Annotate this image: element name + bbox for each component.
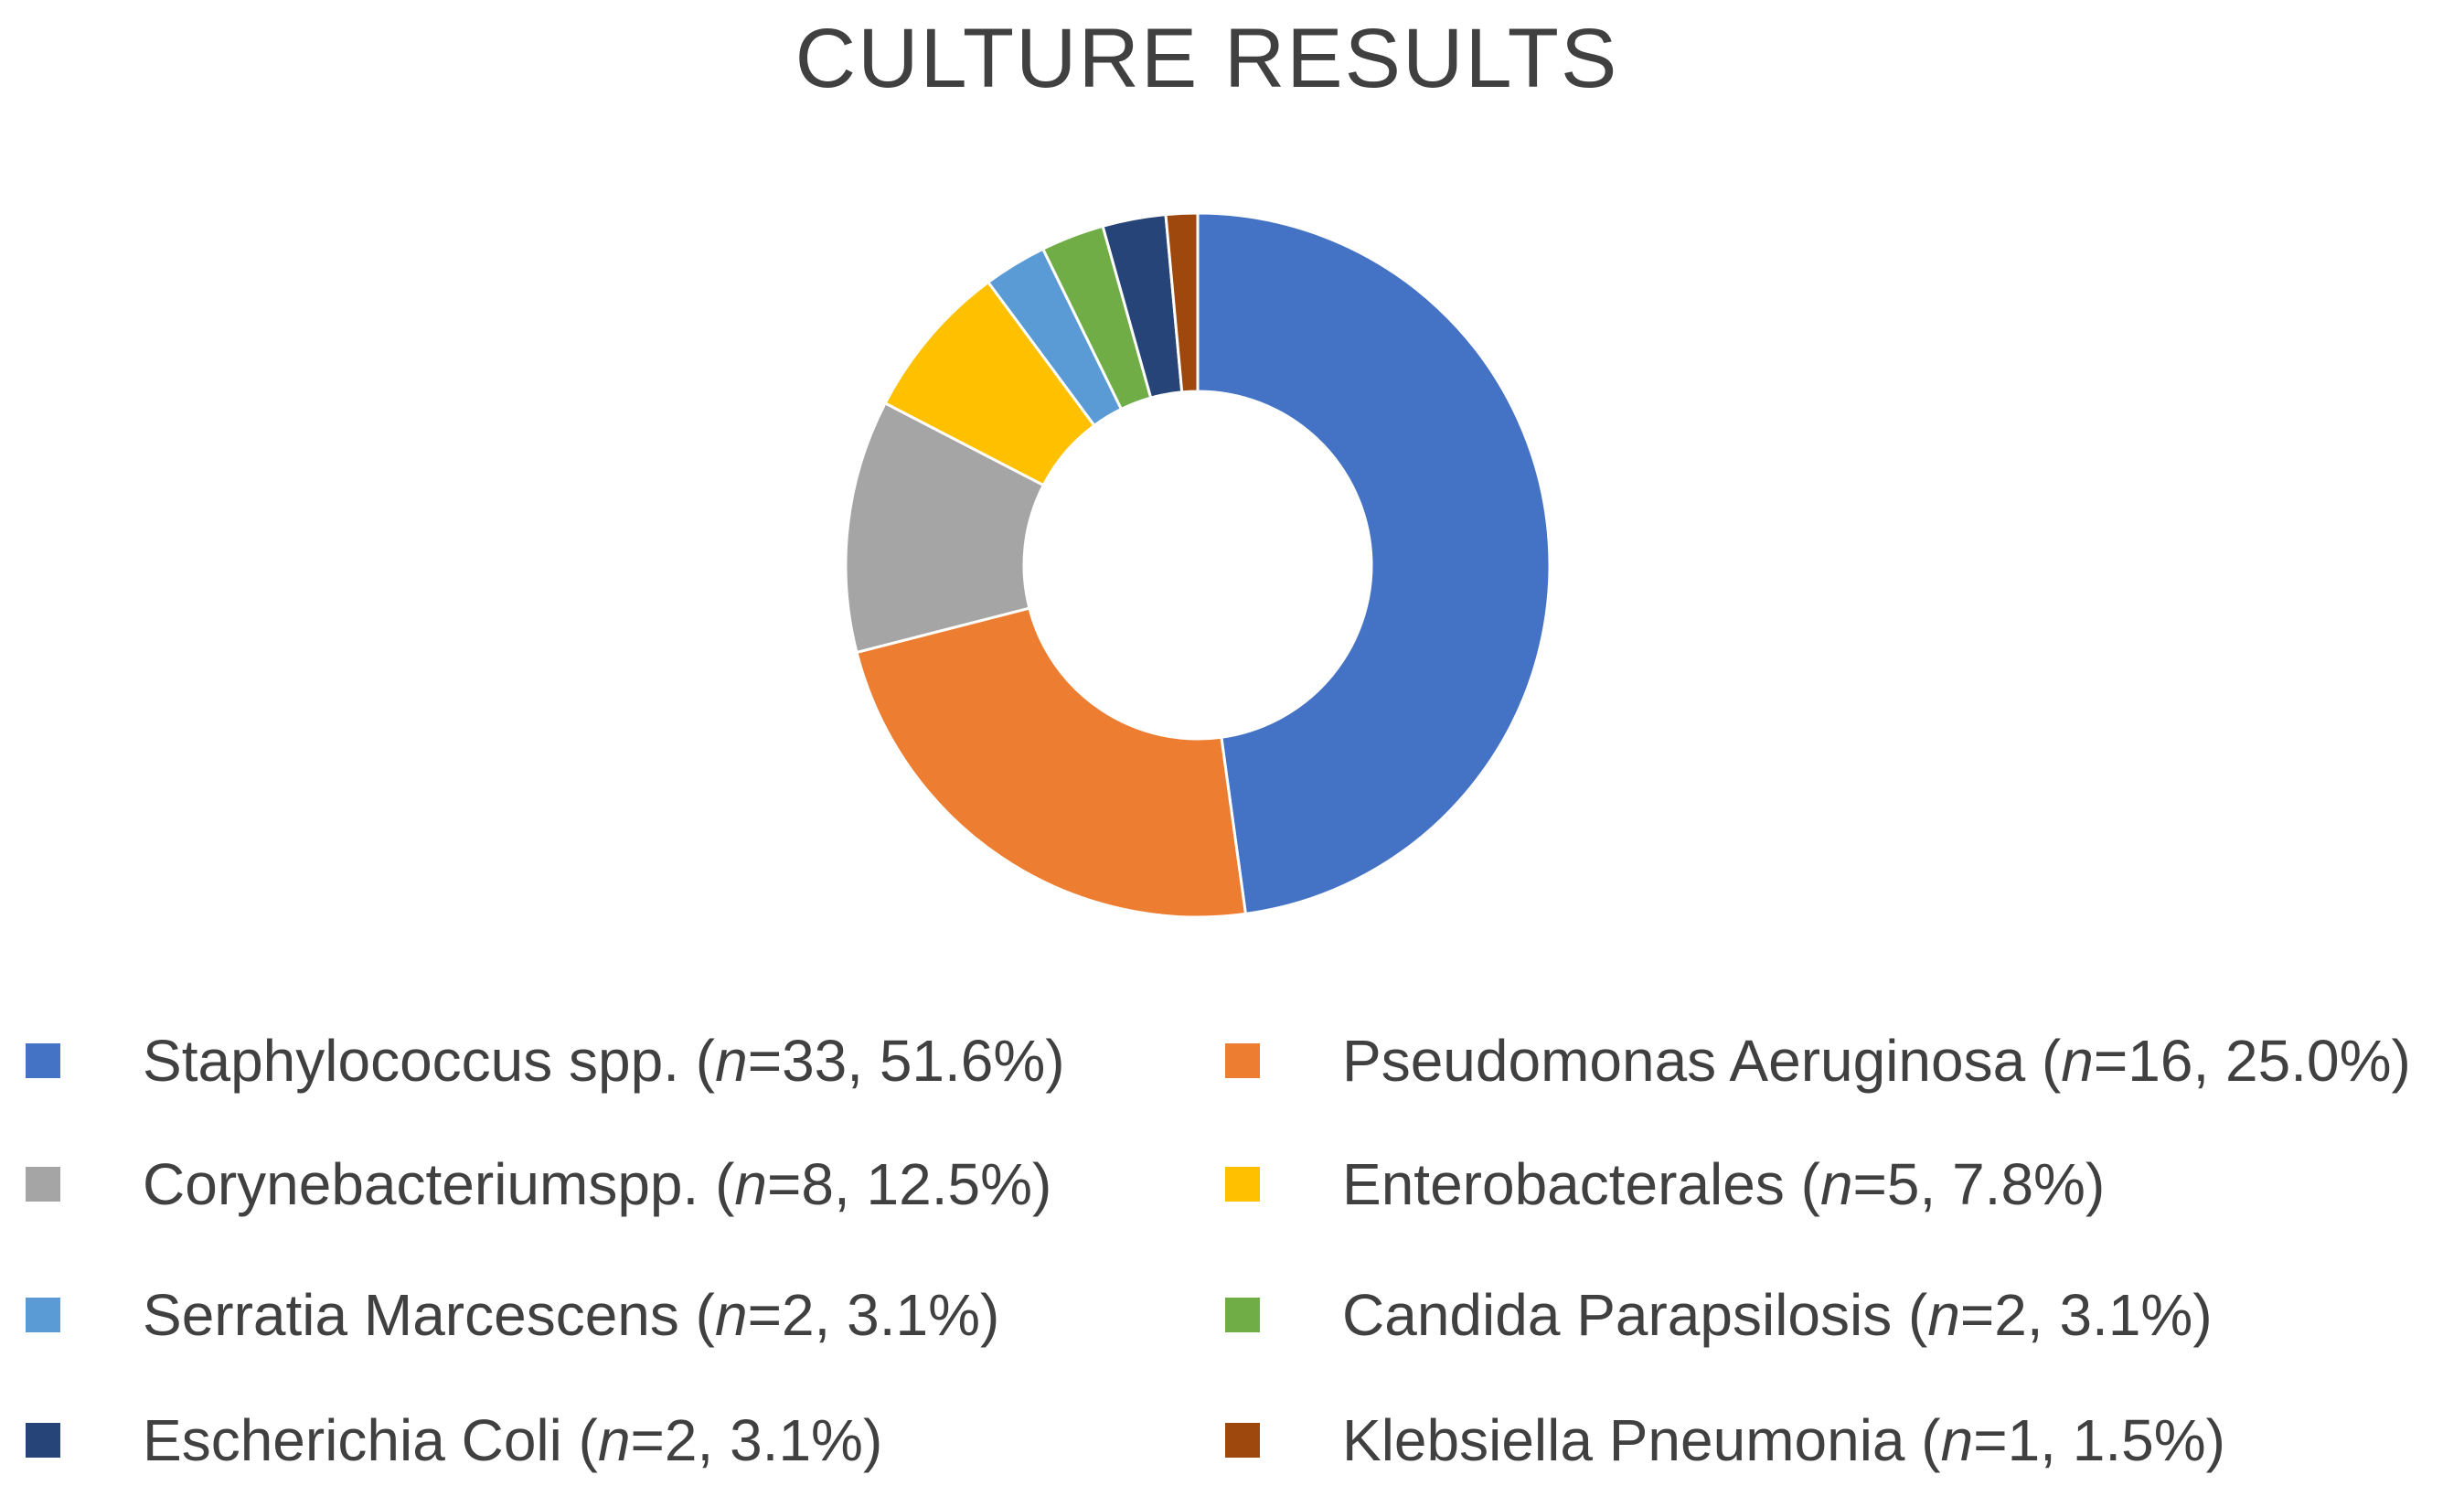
legend-label: Escherichia Coli (n=2, 3.1%) bbox=[143, 1406, 882, 1474]
legend-n-symbol: n bbox=[734, 1151, 767, 1217]
legend-n-symbol: n bbox=[597, 1407, 631, 1473]
legend-item: Corynebacteriumspp. (n=8, 12.5%) bbox=[26, 1148, 1051, 1221]
donut-slice-1 bbox=[1196, 211, 1552, 916]
legend-item: Candida Parapsilosis (n=2, 3.1%) bbox=[1225, 1278, 2213, 1352]
legend-item: Enterobacterales (n=5, 7.8%) bbox=[1225, 1148, 2105, 1221]
legend-item: Klebsiella Pneumonia (n=1, 1.5%) bbox=[1225, 1404, 2225, 1477]
donut-slice-3 bbox=[844, 401, 1046, 655]
legend-item: Serratia Marcescens (n=2, 3.1%) bbox=[26, 1278, 999, 1352]
legend-count-percent: =2, 3.1%) bbox=[630, 1407, 883, 1473]
legend-series-name: Klebsiella Pneumonia ( bbox=[1342, 1407, 1941, 1473]
legend-swatch bbox=[26, 1423, 60, 1458]
legend-item: Staphylococcus spp. (n=33, 51.6%) bbox=[26, 1024, 1065, 1097]
legend-series-name: Staphylococcus spp. ( bbox=[143, 1028, 716, 1094]
legend-label: Corynebacteriumspp. (n=8, 12.5%) bbox=[143, 1150, 1051, 1218]
legend-n-symbol: n bbox=[714, 1282, 748, 1348]
legend-label: Candida Parapsilosis (n=2, 3.1%) bbox=[1342, 1281, 2213, 1349]
legend-label: Staphylococcus spp. (n=33, 51.6%) bbox=[143, 1027, 1065, 1095]
legend-count-percent: =1, 1.5%) bbox=[1973, 1407, 2225, 1473]
legend-label: Enterobacterales (n=5, 7.8%) bbox=[1342, 1150, 2105, 1218]
legend-label: Serratia Marcescens (n=2, 3.1%) bbox=[143, 1281, 999, 1349]
legend-count-percent: =33, 51.6%) bbox=[747, 1028, 1065, 1094]
donut-slice-8 bbox=[1164, 211, 1200, 394]
legend-n-symbol: n bbox=[1940, 1407, 1974, 1473]
legend-n-symbol: n bbox=[715, 1028, 748, 1094]
legend-count-percent: =2, 3.1%) bbox=[1959, 1282, 2213, 1348]
legend-count-percent: =5, 7.8%) bbox=[1852, 1151, 2106, 1217]
legend-series-name: Serratia Marcescens ( bbox=[143, 1282, 715, 1348]
legend-label: Klebsiella Pneumonia (n=1, 1.5%) bbox=[1342, 1406, 2225, 1474]
legend-count-percent: =8, 12.5%) bbox=[766, 1151, 1052, 1217]
legend-swatch bbox=[26, 1043, 60, 1078]
legend-swatch bbox=[1225, 1043, 1260, 1078]
legend-swatch bbox=[1225, 1167, 1260, 1202]
legend-n-symbol: n bbox=[1819, 1151, 1853, 1217]
legend-series-name: Escherichia Coli ( bbox=[143, 1407, 598, 1473]
legend-n-symbol: n bbox=[2061, 1028, 2094, 1094]
legend-count-percent: =2, 3.1%) bbox=[747, 1282, 1000, 1348]
legend-series-name: Pseudomonas Aeruginosa ( bbox=[1342, 1028, 2062, 1094]
legend-label: Pseudomonas Aeruginosa (n=16, 25.0%) bbox=[1342, 1027, 2411, 1095]
legend-series-name: Candida Parapsilosis ( bbox=[1342, 1282, 1928, 1348]
legend-swatch bbox=[1225, 1298, 1260, 1332]
donut-slice-2 bbox=[855, 606, 1248, 919]
legend-n-symbol: n bbox=[1927, 1282, 1960, 1348]
legend-item: Escherichia Coli (n=2, 3.1%) bbox=[26, 1404, 882, 1477]
legend-series-name: Corynebacteriumspp. ( bbox=[143, 1151, 735, 1217]
legend-item: Pseudomonas Aeruginosa (n=16, 25.0%) bbox=[1225, 1024, 2411, 1097]
legend-swatch bbox=[26, 1298, 60, 1332]
legend-count-percent: =16, 25.0%) bbox=[2093, 1028, 2411, 1094]
legend-series-name: Enterobacterales ( bbox=[1342, 1151, 1820, 1217]
legend-swatch bbox=[26, 1167, 60, 1202]
chart-title: CULTURE RESULTS bbox=[795, 12, 1619, 105]
legend-swatch bbox=[1225, 1423, 1260, 1458]
